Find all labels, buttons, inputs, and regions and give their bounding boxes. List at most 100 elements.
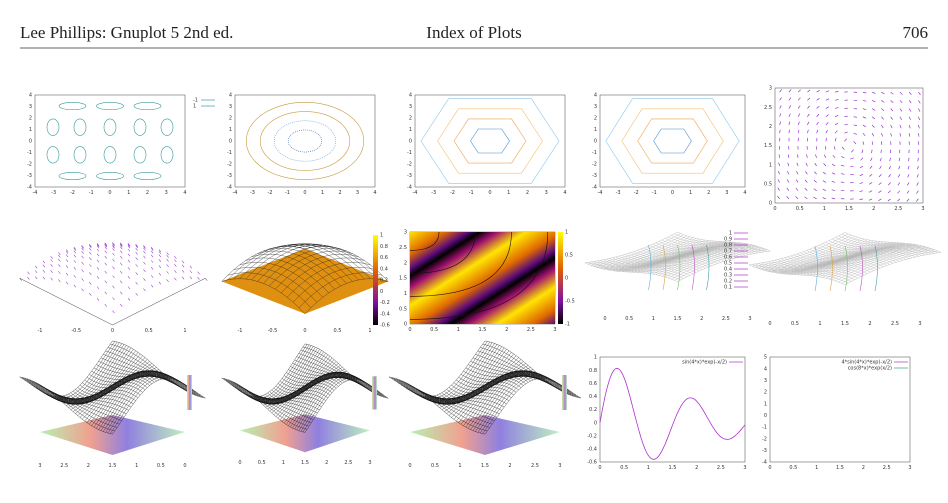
vector: [205, 278, 208, 281]
y-tick-label: 0.5: [764, 182, 772, 188]
vector: [899, 133, 902, 137]
vector: [58, 264, 61, 268]
vector: [868, 198, 873, 201]
x-tick-label: 4: [373, 190, 376, 196]
y-tick-label: 4: [29, 93, 32, 99]
heatmap: [410, 232, 555, 324]
x-tick-label: 2: [526, 190, 529, 196]
legend-label: 4*sin(4*x)*exp(-x/2): [841, 360, 892, 366]
y-tick-label: 2: [229, 116, 232, 122]
mesh-line: [424, 379, 522, 405]
x-tick-label: 2.5: [722, 316, 730, 322]
plot-thumbnail: 0 0.5 1 1.5 2 2.5 310.90.80.70.60.50.40.30.20.…: [584, 231, 771, 322]
y-tick-label: -0.6: [587, 460, 597, 466]
vector: [786, 196, 790, 200]
mesh-line: [261, 368, 345, 404]
y-tick-label: 3: [769, 86, 772, 92]
vector: [119, 262, 123, 266]
vector: [879, 165, 882, 170]
mesh-line: [475, 372, 572, 432]
legend-label: 1: [193, 104, 196, 110]
mesh-line: [273, 376, 358, 415]
vector: [112, 310, 115, 314]
vector: [816, 89, 820, 93]
x-tick-label: 2: [862, 465, 865, 471]
vector: [850, 173, 854, 176]
y-tick-label: 2: [404, 260, 407, 266]
vector: [881, 91, 885, 95]
y-tick-label: 1: [404, 291, 407, 297]
vector: [908, 108, 912, 112]
mesh-line: [42, 392, 136, 401]
mesh-line: [223, 379, 308, 430]
mesh-line: [463, 370, 560, 426]
vector: [918, 91, 921, 96]
y-tick-label: -1: [227, 150, 232, 156]
contour: [96, 171, 124, 180]
vector: [119, 255, 123, 259]
vector: [916, 182, 919, 186]
vector: [777, 195, 780, 200]
vector: [862, 91, 867, 94]
mesh-line: [396, 381, 493, 425]
vector: [143, 269, 146, 273]
x-tick-label: 0: [408, 327, 411, 333]
vector: [825, 129, 828, 134]
y-tick-label: 1: [594, 355, 597, 361]
header-page: 706: [903, 23, 929, 42]
vector: [127, 245, 131, 249]
vector: [869, 173, 873, 177]
vector: [135, 247, 138, 251]
x-tick-label: -0.5: [268, 328, 278, 334]
vector: [890, 108, 894, 112]
vector: [788, 97, 792, 101]
vector: [787, 170, 790, 175]
mesh-line: [221, 343, 306, 397]
mesh-line: [98, 370, 192, 430]
y-tick-label: 3: [764, 378, 767, 384]
vector: [81, 245, 84, 249]
vector: [127, 243, 131, 247]
vector: [96, 245, 100, 249]
vector: [841, 146, 845, 150]
vector: [112, 242, 115, 246]
colorbar-label: 1: [380, 233, 383, 239]
vector: [816, 129, 819, 134]
x-tick-label: 3: [908, 465, 911, 471]
contour: [470, 128, 510, 154]
vector: [73, 248, 77, 251]
x-tick-label: 2: [707, 190, 710, 196]
x-tick-label: -4: [33, 190, 38, 196]
mesh-line: [38, 389, 132, 408]
contour: [409, 231, 476, 274]
contour: [677, 244, 681, 291]
vector: [825, 114, 829, 118]
vector: [81, 278, 84, 281]
mesh-line: [300, 376, 385, 432]
vector: [862, 124, 866, 128]
x-tick-label: 1: [135, 463, 138, 469]
vector: [81, 261, 84, 265]
mesh-line: [227, 382, 312, 424]
y-tick-label: 3: [229, 104, 232, 110]
colorbar: [373, 235, 378, 325]
x-tick-label: 2: [87, 463, 90, 469]
vector: [871, 141, 874, 145]
mesh-line: [245, 257, 329, 294]
x-tick-label: 2.5: [894, 206, 902, 212]
colorbar-label: -0.5: [565, 299, 575, 305]
vector: [96, 253, 100, 257]
mesh-line: [239, 262, 323, 298]
x-tick-label: 0.5: [157, 463, 165, 469]
x-tick-label: 0.5: [620, 465, 628, 471]
mesh-line: [281, 257, 365, 294]
mesh-line: [263, 248, 347, 284]
vector: [89, 245, 92, 249]
vector: [825, 122, 829, 126]
mesh-line: [103, 372, 197, 432]
plot-thumbnail: 3 2.5 2 1.5 1 0.5 0: [19, 340, 206, 469]
mesh-line: [28, 383, 122, 421]
